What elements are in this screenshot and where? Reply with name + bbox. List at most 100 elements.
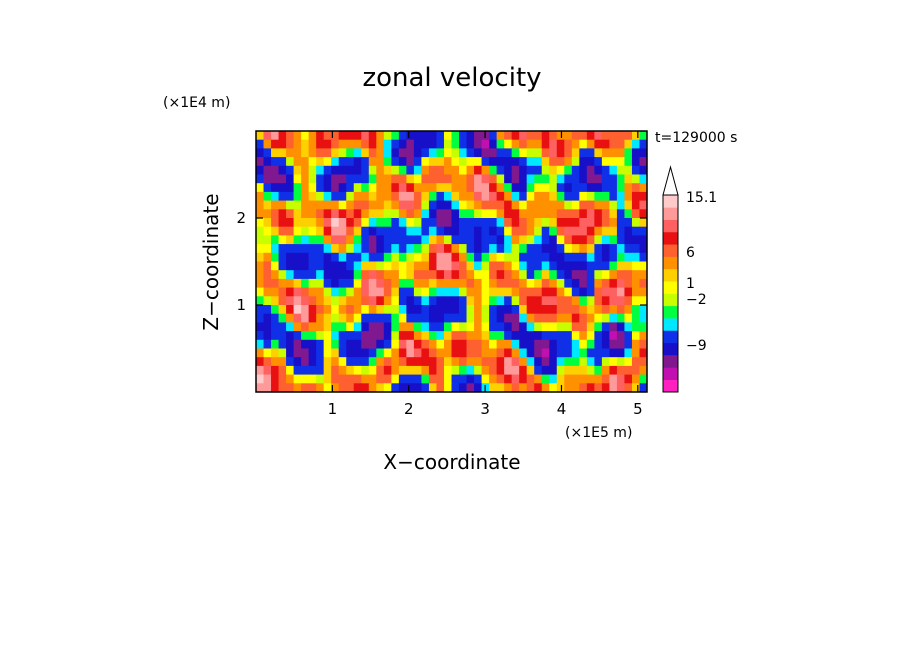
field-cell: [308, 270, 317, 280]
field-cell: [601, 339, 610, 350]
field-cell: [489, 365, 498, 376]
field-cell: [398, 191, 407, 202]
field-cell: [406, 383, 415, 392]
field-cell: [526, 165, 535, 176]
field-cell: [631, 200, 641, 210]
field-cell: [624, 313, 633, 323]
field-cell: [443, 305, 453, 315]
field-cell: [489, 322, 498, 332]
field-cell: [338, 322, 347, 332]
field-cell: [263, 139, 272, 149]
field-cell: [579, 244, 588, 254]
field-cell: [631, 348, 641, 358]
field-cell: [383, 174, 392, 184]
field-cell: [526, 131, 535, 141]
field-cell: [308, 296, 317, 306]
field-cell: [594, 131, 603, 141]
field-cell: [541, 296, 550, 306]
field-cell: [256, 218, 265, 228]
field-cell: [413, 296, 423, 306]
field-cell: [398, 244, 407, 254]
field-cell: [286, 270, 295, 280]
field-cell: [323, 261, 332, 271]
field-cell: [406, 357, 415, 367]
field-cell: [594, 357, 603, 367]
field-cell: [398, 287, 407, 297]
field-cell: [496, 365, 505, 376]
field-cell: [571, 148, 580, 158]
field-cell: [639, 365, 647, 376]
field-cell: [616, 278, 626, 289]
field-cell: [571, 139, 580, 149]
field-cell: [293, 305, 302, 315]
field-cell: [421, 339, 430, 350]
field-cell: [511, 278, 520, 289]
field-cell: [301, 148, 310, 158]
field-cell: [308, 374, 317, 384]
field-cell: [451, 235, 460, 245]
field-cell: [368, 357, 377, 367]
field-cell: [511, 209, 520, 219]
field-cell: [271, 200, 280, 210]
field-cell: [316, 339, 325, 350]
field-cell: [624, 261, 633, 271]
field-cell: [376, 157, 385, 167]
time-label: t=129000 s: [655, 130, 737, 146]
field-cell: [496, 287, 505, 297]
field-cell: [316, 296, 325, 306]
field-cell: [511, 244, 520, 254]
field-cell: [278, 305, 287, 315]
field-cell: [459, 287, 468, 297]
field-cell: [511, 235, 520, 245]
field-cell: [316, 226, 325, 236]
field-cell: [346, 209, 355, 219]
field-cell: [489, 270, 498, 280]
field-cell: [406, 200, 415, 210]
field-cell: [466, 270, 475, 280]
field-cell: [368, 278, 377, 289]
field-cell: [421, 270, 430, 280]
field-cell: [368, 209, 377, 219]
field-cell: [609, 313, 618, 323]
field-cell: [489, 183, 498, 193]
field-cell: [361, 374, 370, 384]
field-cell: [466, 157, 475, 167]
field-cell: [316, 218, 325, 228]
field-cell: [541, 174, 550, 184]
field-cell: [631, 235, 641, 245]
field-cell: [263, 348, 272, 358]
field-cell: [263, 339, 272, 350]
field-cell: [549, 270, 558, 280]
field-cell: [519, 305, 528, 315]
field-cell: [368, 165, 377, 176]
field-cell: [564, 313, 573, 323]
field-cell: [474, 322, 483, 332]
field-cell: [549, 357, 558, 367]
field-cell: [556, 270, 565, 280]
field-cell: [391, 183, 400, 193]
field-cell: [451, 331, 460, 341]
field-cell: [368, 287, 377, 297]
field-cell: [376, 244, 385, 254]
field-cell: [278, 261, 287, 271]
field-cell: [556, 252, 565, 263]
field-cell: [428, 183, 438, 193]
field-cell: [549, 374, 558, 384]
field-cell: [549, 235, 558, 245]
field-cell: [564, 183, 573, 193]
field-cell: [286, 226, 295, 236]
field-cell: [504, 287, 513, 297]
field-cell: [398, 278, 407, 289]
field-cell: [451, 357, 460, 367]
field-cell: [398, 148, 407, 158]
field-cell: [278, 165, 287, 176]
field-cell: [519, 218, 528, 228]
field-cell: [571, 252, 580, 263]
field-cell: [263, 148, 272, 158]
field-cell: [601, 235, 610, 245]
field-cell: [443, 148, 453, 158]
field-cell: [481, 339, 490, 350]
field-cell: [398, 139, 407, 149]
field-cell: [549, 305, 558, 315]
field-cell: [534, 218, 543, 228]
